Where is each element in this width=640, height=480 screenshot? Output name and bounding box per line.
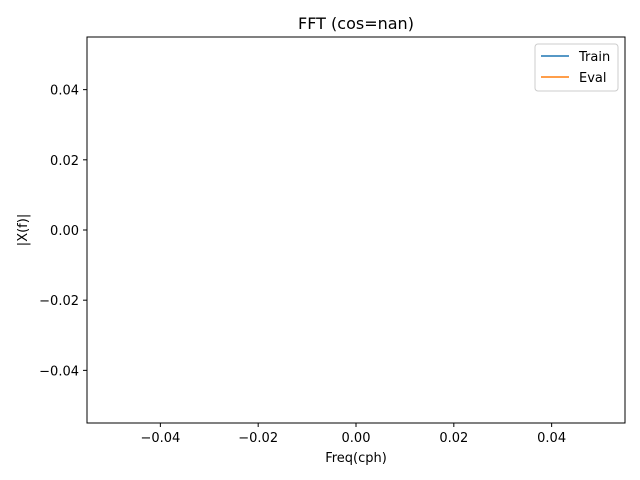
x-axis-label: Freq(cph) <box>325 451 387 466</box>
y-tick-label: −0.02 <box>39 294 79 309</box>
y-axis-label: |X(f)| <box>16 214 31 246</box>
legend: Train Eval <box>534 43 619 92</box>
x-tick-label: 0.04 <box>537 431 566 446</box>
x-tick-label: −0.04 <box>140 431 180 446</box>
y-tick-label: 0.02 <box>50 154 79 169</box>
y-tick-label: 0.00 <box>50 224 79 239</box>
x-axis: −0.04 −0.02 0.00 0.02 0.04 <box>140 423 566 446</box>
x-tick-label: −0.02 <box>238 431 278 446</box>
legend-label-train: Train <box>578 50 610 65</box>
legend-label-eval: Eval <box>579 71 607 86</box>
x-tick-label: 0.00 <box>342 431 371 446</box>
y-tick-label: −0.04 <box>39 364 79 379</box>
chart-title: FFT (cos=nan) <box>298 14 414 33</box>
x-tick-label: 0.02 <box>439 431 468 446</box>
y-axis: 0.04 0.02 0.00 −0.02 −0.04 <box>39 84 87 379</box>
y-tick-label: 0.04 <box>50 84 79 99</box>
